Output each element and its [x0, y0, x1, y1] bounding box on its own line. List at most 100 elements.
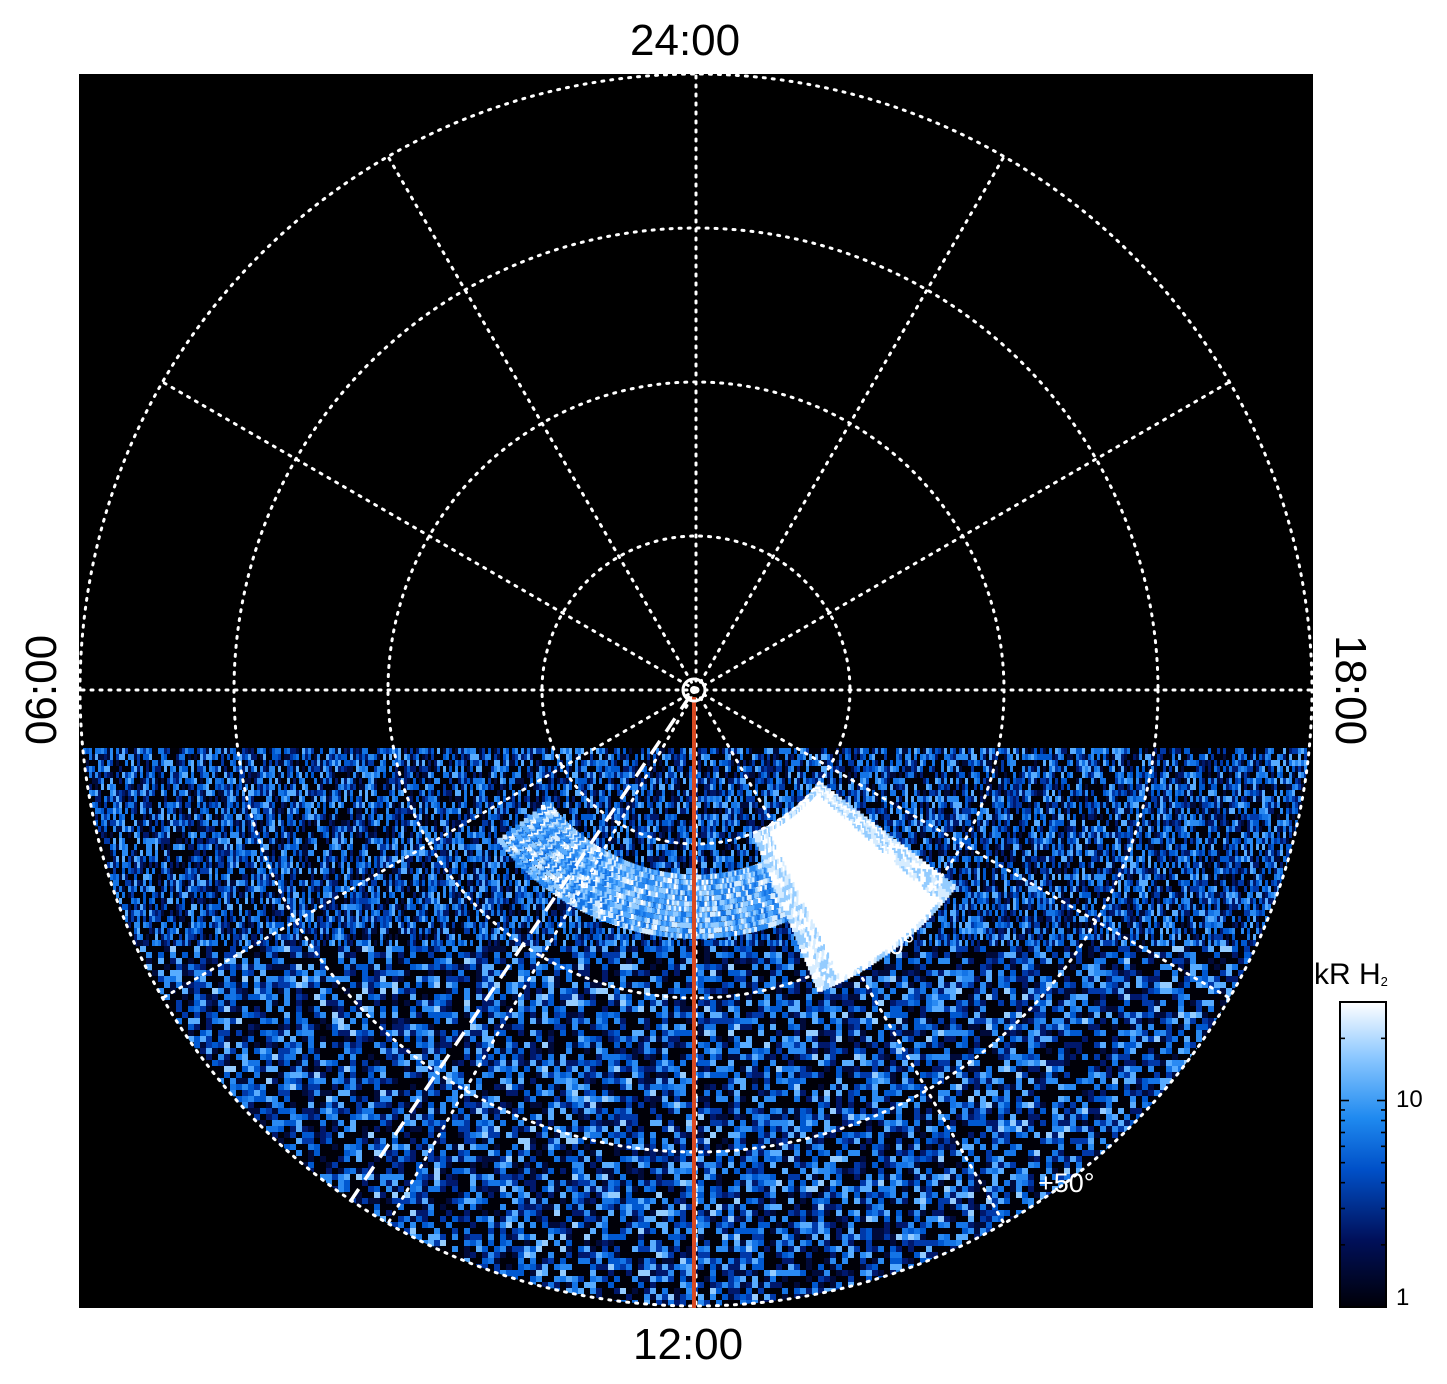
emission-pixel	[893, 814, 897, 821]
emission-pixel	[752, 814, 756, 821]
emission-pixel	[431, 814, 435, 821]
emission-pixel	[641, 772, 645, 779]
emission-pixel	[494, 772, 498, 779]
emission-pixel	[839, 772, 843, 779]
emission-pixel	[254, 778, 258, 785]
emission-pixel	[431, 790, 435, 797]
emission-pixel	[359, 784, 363, 791]
emission-pixel	[419, 814, 423, 821]
emission-pixel	[362, 766, 366, 773]
emission-pixel	[92, 760, 96, 767]
emission-pixel	[518, 778, 522, 785]
emission-pixel	[1100, 784, 1104, 791]
emission-pixel	[923, 760, 927, 767]
emission-pixel	[1013, 754, 1017, 761]
emission-pixel	[953, 808, 957, 815]
emission-pixel	[1277, 814, 1281, 821]
emission-pixel	[947, 808, 951, 815]
emission-pixel	[530, 748, 534, 755]
emission-pixel	[1124, 778, 1128, 785]
emission-pixel	[689, 766, 693, 773]
emission-pixel	[614, 790, 618, 797]
emission-pixel	[1163, 778, 1167, 785]
emission-pixel	[209, 790, 213, 797]
emission-pixel	[560, 766, 564, 773]
emission-pixel	[1235, 796, 1239, 803]
emission-pixel	[1265, 808, 1269, 815]
emission-pixel	[773, 808, 777, 815]
emission-pixel	[455, 766, 459, 773]
emission-pixel	[461, 802, 465, 809]
emission-pixel	[161, 772, 165, 779]
emission-pixel	[515, 748, 519, 755]
emission-pixel	[191, 802, 195, 809]
emission-pixel	[743, 778, 747, 785]
emission-pixel	[683, 802, 687, 809]
emission-pixel	[1088, 760, 1092, 767]
emission-pixel	[1028, 754, 1032, 761]
emission-pixel	[245, 778, 249, 785]
emission-pixel	[569, 748, 573, 755]
emission-pixel	[974, 754, 978, 761]
emission-pixel	[707, 760, 711, 767]
emission-pixel	[734, 754, 738, 761]
emission-pixel	[944, 748, 948, 755]
emission-pixel	[1082, 814, 1086, 821]
emission-pixel	[476, 754, 480, 761]
emission-pixel	[1076, 802, 1080, 809]
emission-pixel	[749, 760, 753, 767]
emission-pixel	[485, 784, 489, 791]
emission-pixel	[140, 802, 144, 809]
emission-pixel	[1301, 766, 1305, 773]
emission-pixel	[326, 760, 330, 767]
emission-pixel	[440, 748, 444, 755]
emission-pixel	[224, 820, 228, 827]
emission-pixel	[389, 754, 393, 761]
emission-pixel	[1007, 748, 1011, 755]
emission-pixel	[323, 760, 327, 767]
emission-pixel	[281, 796, 285, 803]
emission-pixel	[1046, 754, 1050, 761]
emission-pixel	[1034, 754, 1038, 761]
emission-pixel	[959, 760, 963, 767]
emission-pixel	[1094, 808, 1098, 815]
emission-pixel	[557, 772, 561, 779]
emission-pixel	[668, 766, 672, 773]
emission-pixel	[779, 802, 783, 809]
emission-pixel	[725, 802, 729, 809]
emission-pixel	[644, 814, 648, 821]
emission-pixel	[365, 748, 369, 755]
emission-pixel	[1199, 778, 1203, 785]
emission-pixel	[398, 766, 402, 773]
emission-pixel	[935, 790, 939, 797]
emission-pixel	[551, 772, 555, 779]
emission-pixel	[536, 748, 540, 755]
emission-pixel	[1109, 760, 1113, 767]
emission-pixel	[212, 802, 216, 809]
emission-pixel	[941, 808, 945, 815]
emission-pixel	[329, 796, 333, 803]
emission-pixel	[776, 784, 780, 791]
emission-pixel	[278, 772, 282, 779]
emission-pixel	[875, 772, 879, 779]
emission-pixel	[608, 778, 612, 785]
emission-pixel	[1010, 766, 1014, 773]
emission-pixel	[896, 760, 900, 767]
emission-pixel	[1100, 796, 1104, 803]
emission-pixel	[371, 808, 375, 815]
emission-pixel	[1127, 784, 1131, 791]
emission-pixel	[131, 778, 135, 785]
emission-pixel	[1298, 808, 1302, 815]
emission-pixel	[287, 754, 291, 761]
emission-pixel	[848, 766, 852, 773]
emission-pixel	[719, 766, 723, 773]
emission-pixel	[140, 778, 144, 785]
emission-pixel	[104, 808, 108, 815]
emission-pixel	[656, 766, 660, 773]
emission-pixel	[113, 790, 117, 797]
emission-pixel	[245, 808, 249, 815]
emission-pixel	[578, 790, 582, 797]
emission-pixel	[647, 796, 651, 803]
emission-pixel	[164, 790, 168, 797]
emission-pixel	[281, 766, 285, 773]
